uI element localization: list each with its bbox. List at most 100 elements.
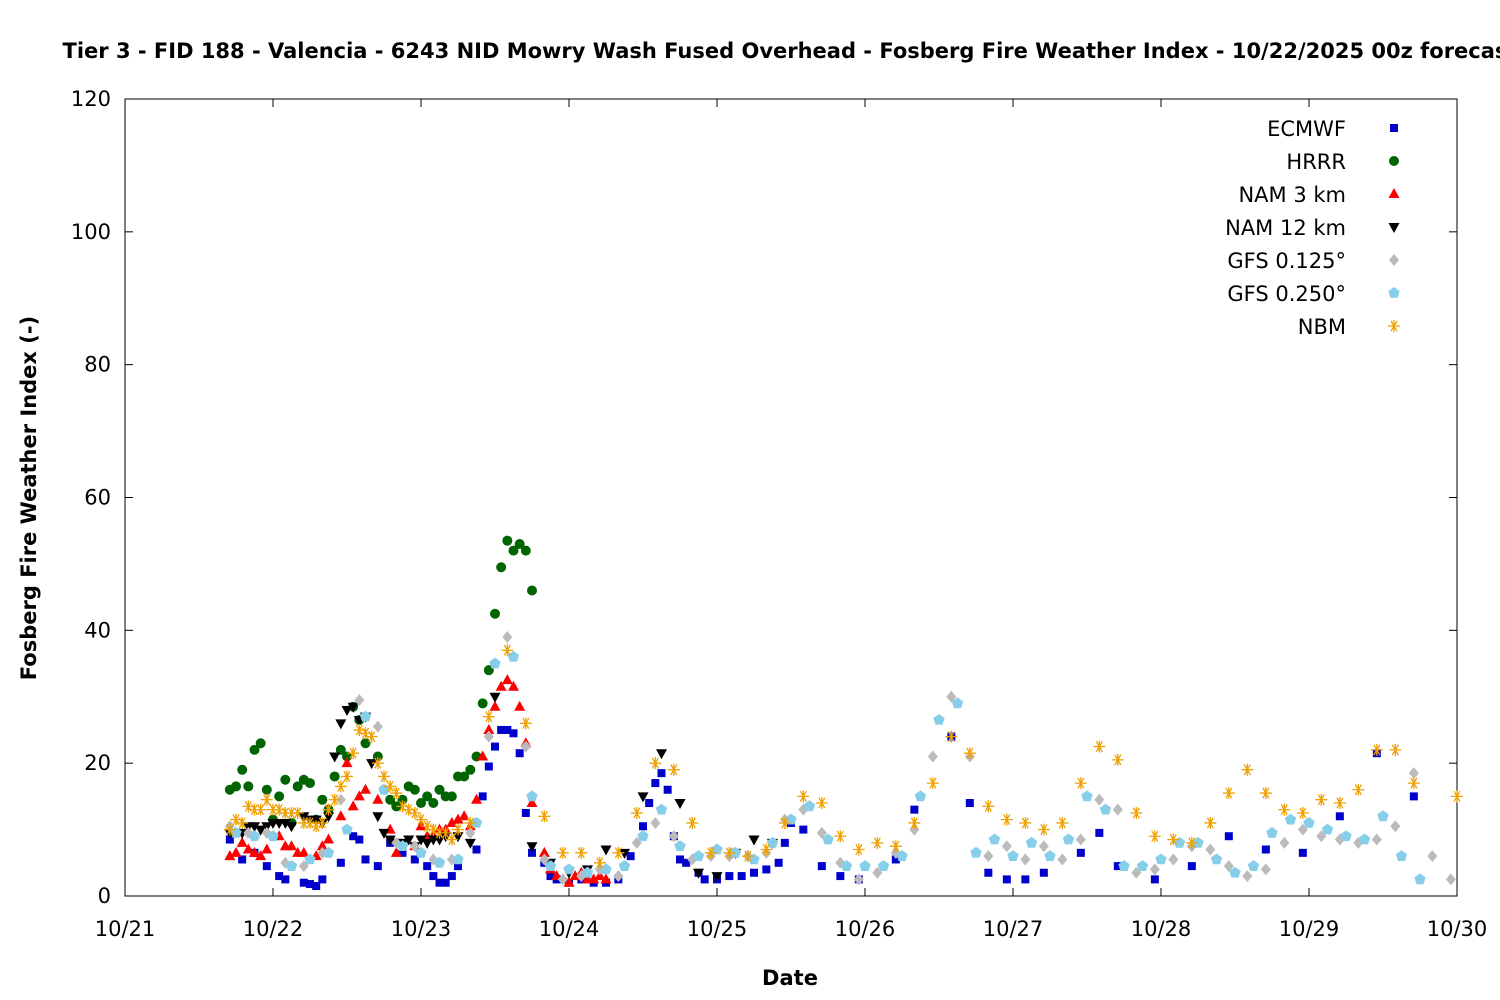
data-point [1038,840,1049,853]
x-axis-label: Date [762,966,818,990]
data-point [354,694,365,707]
data-point [1187,862,1196,871]
data-point [478,792,487,801]
data-point [1340,830,1352,842]
data-point [355,835,364,844]
data-point [780,838,789,847]
data-point [237,764,248,775]
data-point [521,808,530,817]
data-point [372,720,383,733]
data-point [439,826,452,839]
data-point [236,816,249,829]
data-point [255,850,267,861]
legend-entry: GFS 0.125° [1227,249,1399,273]
data-point [459,771,470,782]
data-point [563,876,575,887]
y-axis-label: Fosberg Fire Weather Index (-) [17,316,41,680]
data-point [445,833,458,846]
data-point [316,816,329,829]
data-point [484,762,493,771]
data-point [429,872,438,881]
data-point [1335,812,1344,821]
data-point [341,770,353,783]
x-tick-label: 10/29 [1279,917,1340,941]
data-point [502,630,513,643]
data-point [704,846,717,859]
data-point [415,835,427,846]
data-point [507,650,520,662]
data-point [637,792,649,803]
data-point [335,810,347,821]
data-point [1266,826,1278,838]
data-point [435,878,444,887]
data-point [600,863,612,875]
data-point [416,798,426,809]
data-point [452,853,464,865]
data-point [260,793,273,806]
legend-entry: ECMWF [1267,117,1398,141]
data-point [396,800,409,813]
legend-marker [1390,124,1398,132]
data-point [963,747,976,760]
data-point [630,806,643,819]
data-point [465,764,476,775]
x-tick-label: 10/22 [243,917,304,941]
data-point [347,747,360,760]
data-point [1057,853,1068,866]
data-point [774,858,783,867]
data-point [674,840,686,851]
data-point [286,840,297,851]
data-point [871,836,884,849]
data-point [723,846,736,859]
y-axis-ticks: 0 20 40 60 80 100 120 [71,87,1457,908]
data-point [398,848,407,857]
data-point [1284,813,1297,825]
data-point [983,850,994,863]
data-point [1037,823,1050,836]
data-point [312,882,321,891]
data-point [495,680,507,691]
data-point [836,872,845,881]
data-point [1321,823,1334,835]
data-point [676,855,684,864]
data-point [341,706,353,717]
data-point [645,799,654,808]
legend-marker [1388,188,1400,198]
data-point [519,717,532,730]
data-point [502,535,513,546]
data-point [353,790,365,801]
data-point [1370,743,1383,756]
data-point [600,873,612,884]
data-point [496,562,507,573]
data-point [686,816,699,829]
data-point [402,803,415,816]
data-point [668,830,679,843]
data-point [1352,783,1365,796]
data-point [390,846,402,857]
data-point [299,878,308,887]
legend-marker [1389,156,1399,166]
data-point [489,700,501,711]
data-point [316,840,328,851]
data-point [274,791,285,802]
data-point [396,840,409,851]
data-point [409,840,420,853]
data-point [372,812,384,823]
data-point [255,738,266,749]
data-point [575,846,588,859]
data-point [853,873,864,886]
data-point [1001,840,1012,853]
data-point [353,723,366,736]
data-point [409,784,420,795]
data-point [908,816,921,829]
data-point [1315,793,1328,806]
data-point [365,730,378,743]
data-point [1260,863,1271,876]
data-point [1259,787,1272,800]
data-point [238,855,247,864]
y-tick-label: 0 [98,884,111,908]
data-point [538,846,550,857]
data-point [682,858,691,867]
data-point [242,843,254,854]
data-point [1445,873,1456,886]
